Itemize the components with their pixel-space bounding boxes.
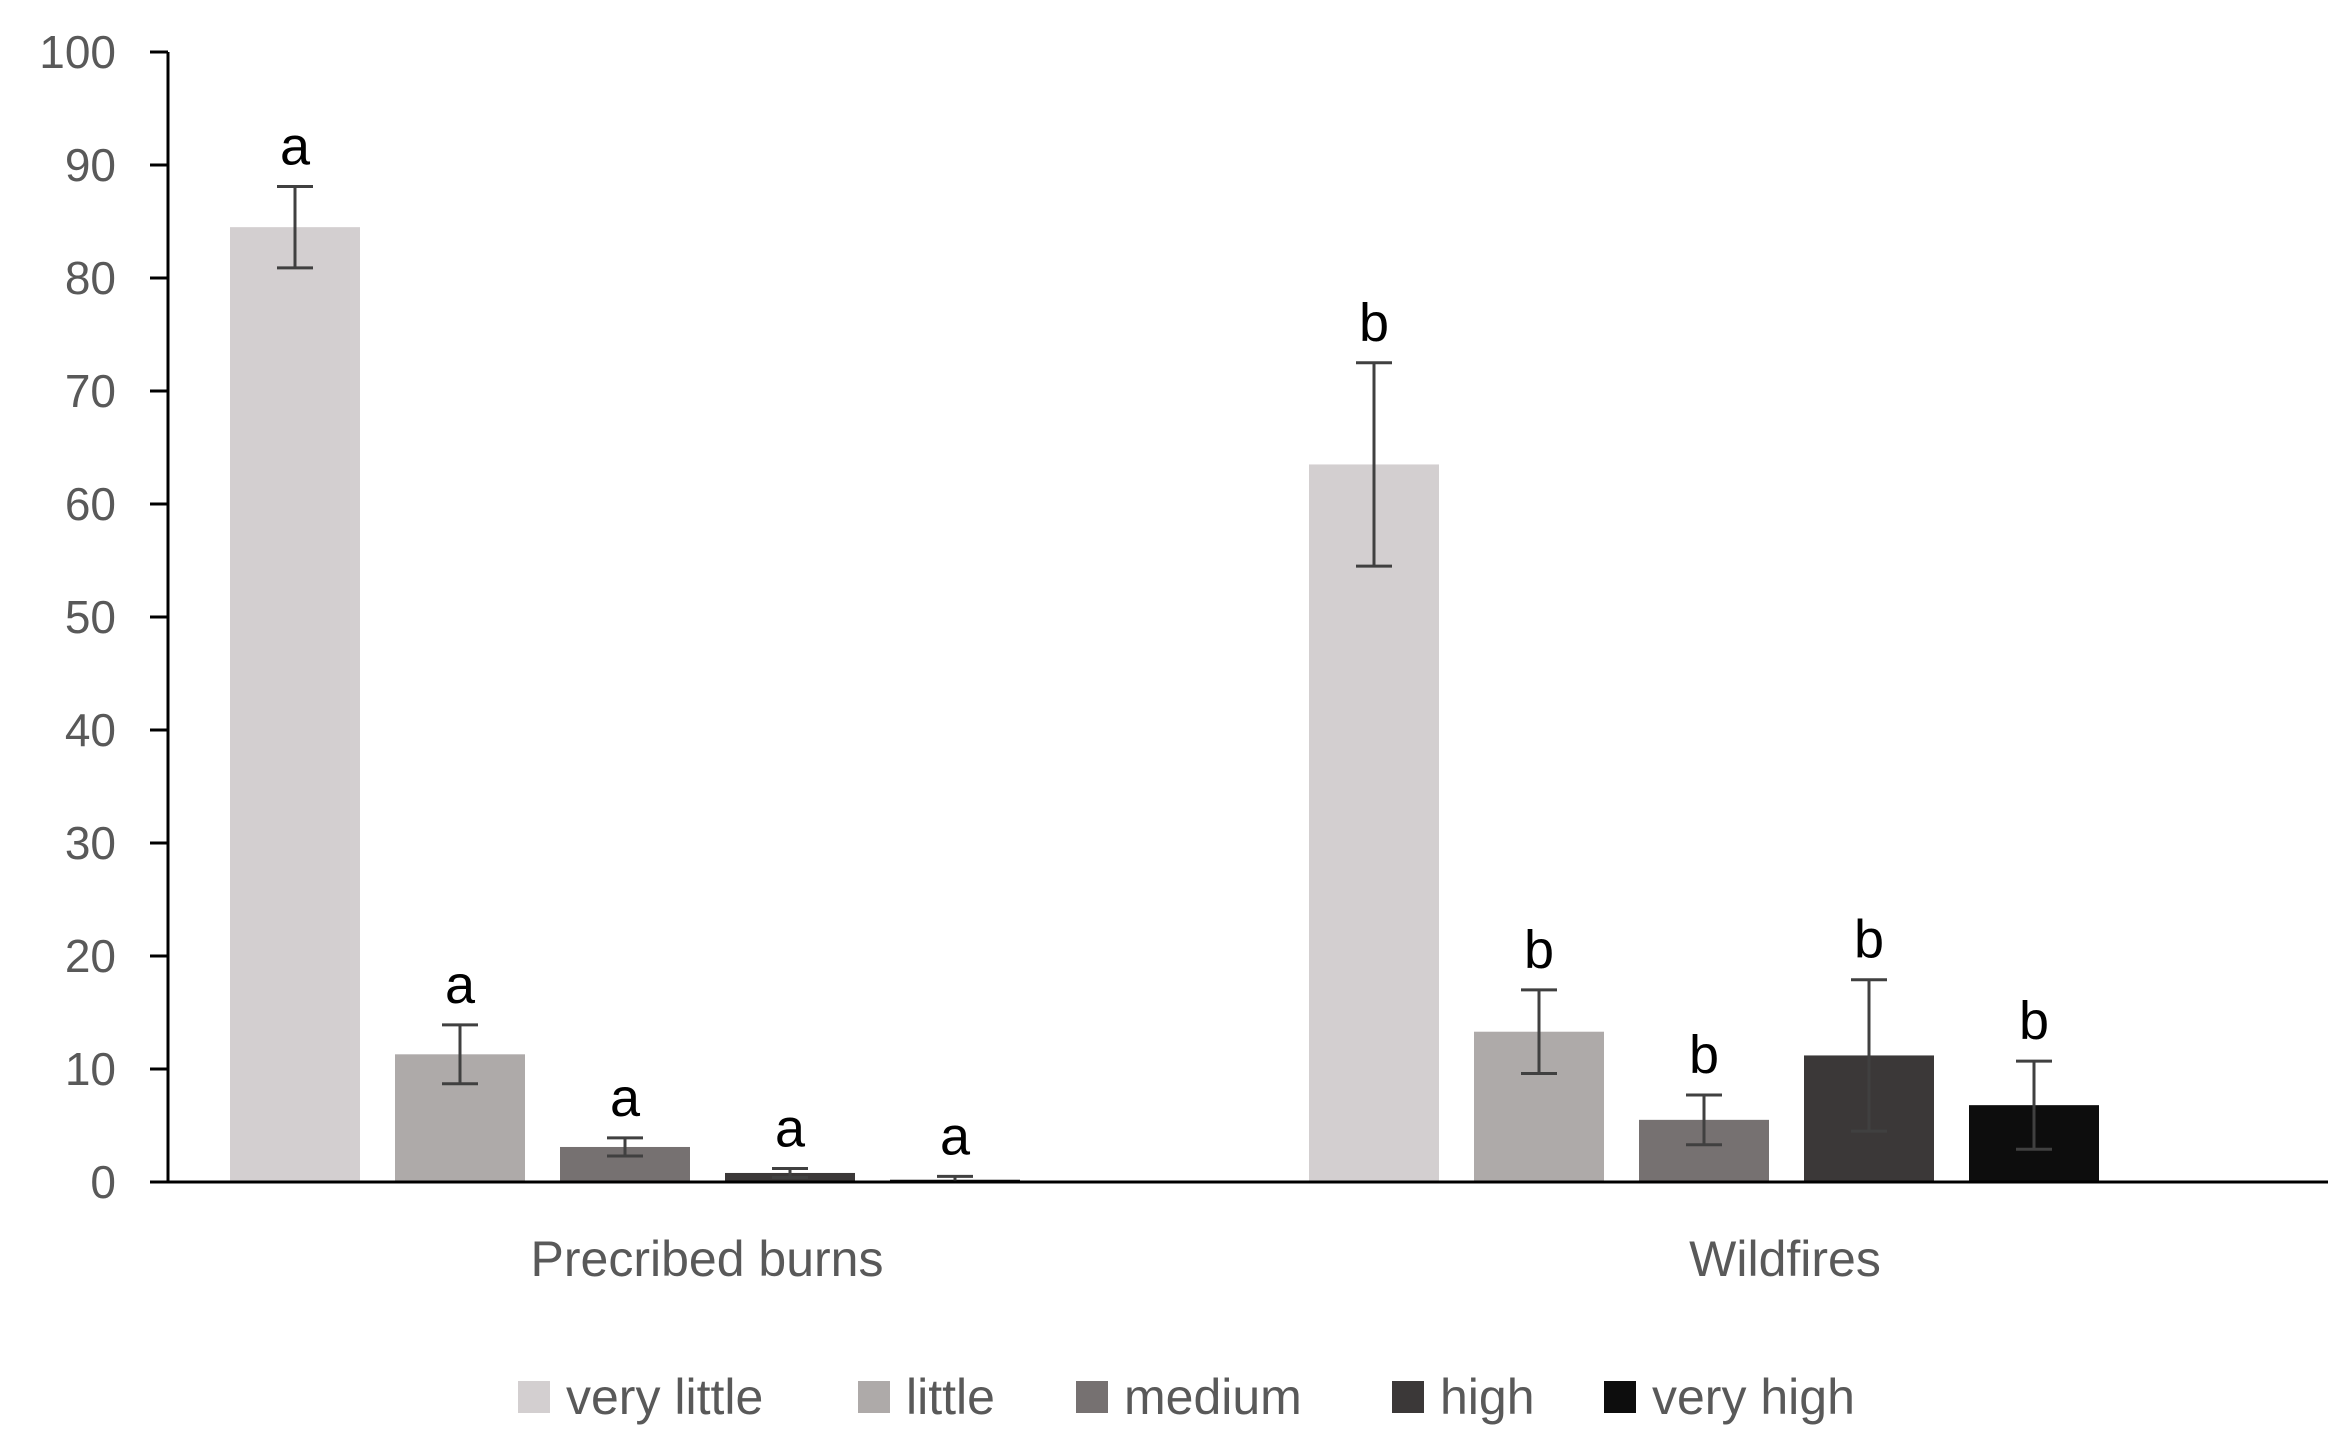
legend-label: little <box>906 1369 995 1425</box>
significance-label: a <box>610 1068 641 1128</box>
legend-swatch <box>858 1381 890 1413</box>
y-tick-label: 0 <box>90 1156 116 1208</box>
x-tick-label: Precribed burns <box>531 1231 884 1287</box>
significance-label: b <box>1359 293 1389 353</box>
legend-label: very high <box>1652 1369 1855 1425</box>
y-tick-label: 10 <box>65 1043 116 1095</box>
significance-label: a <box>940 1106 971 1166</box>
y-tick-label: 30 <box>65 817 116 869</box>
y-tick-label: 90 <box>65 139 116 191</box>
legend-swatch <box>518 1381 550 1413</box>
error-bars <box>277 184 2052 1184</box>
significance-label: b <box>1524 920 1554 980</box>
y-tick-label: 20 <box>65 930 116 982</box>
legend: very little little medium high very high <box>518 1369 1855 1425</box>
x-axis: Precribed burns Wildfires <box>168 1180 2328 1287</box>
significance-label: b <box>1689 1025 1719 1085</box>
significance-labels: a a a a a b b b b b <box>280 116 2049 1166</box>
y-tick-label: 60 <box>65 478 116 530</box>
y-tick-label: 100 <box>39 26 116 78</box>
legend-label: medium <box>1124 1369 1302 1425</box>
significance-label: a <box>445 955 476 1015</box>
legend-swatch <box>1076 1381 1108 1413</box>
legend-swatch <box>1392 1381 1424 1413</box>
bar <box>230 227 360 1182</box>
legend-label: high <box>1440 1369 1535 1425</box>
bar <box>1309 464 1439 1182</box>
bars <box>230 227 2099 1182</box>
legend-label: very little <box>566 1369 763 1425</box>
significance-label: a <box>280 116 311 176</box>
y-tick-label: 40 <box>65 704 116 756</box>
x-tick-label: Wildfires <box>1689 1231 1881 1287</box>
y-tick-label: 80 <box>65 252 116 304</box>
y-tick-label: 70 <box>65 365 116 417</box>
significance-label: b <box>2019 991 2049 1051</box>
significance-label: b <box>1854 910 1884 970</box>
significance-label: a <box>775 1098 806 1158</box>
legend-swatch <box>1604 1381 1636 1413</box>
y-tick-label: 50 <box>65 591 116 643</box>
y-axis: 0 10 20 30 40 50 60 70 80 90 100 <box>39 26 170 1208</box>
